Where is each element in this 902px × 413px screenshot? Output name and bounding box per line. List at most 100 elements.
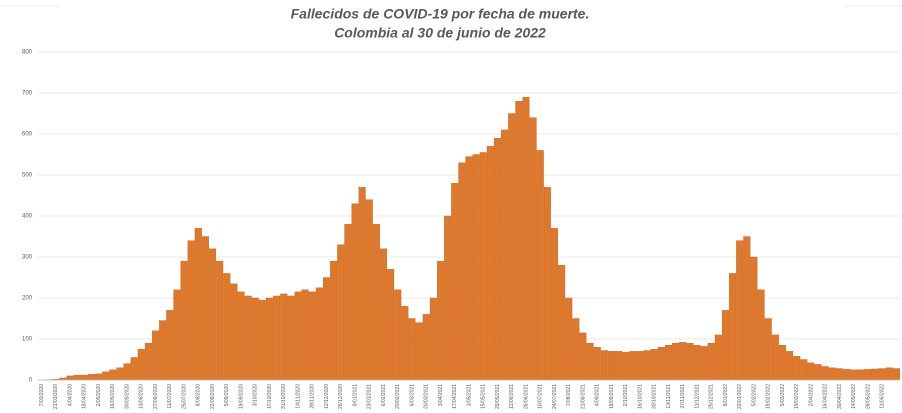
bar	[586, 342, 594, 381]
bar	[800, 359, 808, 381]
bar	[650, 349, 658, 381]
bar	[80, 374, 88, 381]
bar	[230, 283, 238, 381]
bar	[778, 344, 786, 381]
bar	[251, 297, 259, 381]
bar	[394, 289, 402, 381]
x-tick-label: 19/09/2020	[238, 384, 244, 409]
bar	[885, 367, 893, 381]
x-tick-label: 25/07/2020	[181, 384, 187, 409]
bar	[493, 137, 501, 381]
bar	[194, 228, 202, 381]
x-tick-label: 21/03/2020	[53, 384, 59, 409]
x-tick-label: 20/03/2021	[424, 384, 430, 409]
bar	[429, 297, 437, 381]
bar	[308, 291, 316, 381]
bar	[486, 146, 494, 381]
bar	[372, 224, 380, 381]
x-tick-label: 3/04/2021	[438, 384, 444, 406]
bar	[871, 368, 879, 381]
x-tick-label: 27/06/2020	[153, 384, 159, 409]
x-tick-label: 18/09/2021	[609, 384, 615, 409]
x-tick-label: 6/02/2021	[381, 384, 387, 406]
x-tick-label: 12/12/2020	[324, 384, 330, 409]
bar	[672, 342, 680, 381]
y-tick-label: 0	[29, 378, 33, 384]
bar	[465, 156, 473, 381]
bar	[144, 342, 152, 381]
bar	[615, 351, 623, 381]
x-tick-label: 28/05/2022	[865, 384, 871, 409]
bar	[593, 347, 601, 381]
bar	[408, 318, 416, 381]
bar	[415, 322, 423, 381]
x-tick-label: 27/11/2021	[680, 384, 686, 409]
bar	[757, 289, 765, 381]
x-tick-label: 31/10/2020	[281, 384, 287, 409]
bar	[558, 265, 566, 381]
bar	[280, 293, 288, 381]
bar	[422, 314, 430, 381]
x-tick-label: 17/04/2021	[452, 384, 458, 409]
bar	[216, 260, 224, 381]
bar	[159, 320, 167, 381]
bar	[515, 101, 523, 381]
x-tick-label: 19/03/2022	[794, 384, 800, 409]
x-tick-label: 4/04/2020	[67, 384, 73, 406]
bar	[244, 295, 252, 381]
x-tick-label: 8/01/2022	[723, 384, 729, 406]
x-tick-label: 13/11/2021	[666, 384, 672, 409]
bar	[565, 297, 573, 381]
x-tick-label: 2/04/2022	[808, 384, 814, 406]
x-tick-label: 11/12/2021	[694, 384, 700, 409]
bar	[572, 318, 580, 381]
bar	[337, 244, 345, 381]
bar	[657, 347, 665, 381]
bar	[287, 295, 295, 381]
bar	[707, 342, 715, 381]
x-tick-label: 19/02/2022	[766, 384, 772, 409]
bar	[508, 113, 516, 381]
x-tick-label: 16/10/2021	[637, 384, 643, 409]
bar	[116, 367, 124, 381]
y-tick-label: 800	[22, 50, 33, 56]
bar	[266, 297, 274, 381]
bar	[237, 291, 245, 381]
bar	[173, 289, 181, 381]
x-tick-label: 5/09/2020	[224, 384, 230, 406]
y-tick-label: 600	[22, 132, 33, 138]
bar	[878, 368, 886, 381]
x-tick-label: 21/08/2021	[580, 384, 586, 409]
bar	[102, 371, 110, 381]
bar	[365, 199, 373, 381]
bar	[664, 344, 672, 381]
y-tick-label: 700	[22, 91, 33, 97]
bar	[330, 260, 338, 381]
bar	[458, 162, 466, 381]
x-tick-label: 13/06/2020	[139, 384, 145, 409]
bar	[501, 129, 509, 381]
x-tick-label: 26/06/2021	[523, 384, 529, 409]
bar	[693, 344, 701, 381]
y-tick-label: 100	[22, 337, 33, 343]
x-tick-label: 16/05/2020	[110, 384, 116, 409]
x-tick-label: 7/03/2020	[39, 384, 45, 406]
x-tick-label: 16/04/2022	[823, 384, 829, 409]
x-tick-label: 30/05/2020	[124, 384, 130, 409]
y-tick-label: 200	[22, 296, 33, 302]
bar	[786, 351, 794, 381]
bar	[66, 375, 74, 381]
x-tick-label: 3/10/2020	[253, 384, 259, 406]
chart-subtitle: Colombia al 30 de junio de 2022	[334, 25, 546, 41]
bar	[736, 240, 744, 381]
bar	[273, 295, 281, 381]
x-tick-label: 14/11/2020	[295, 384, 301, 409]
bar	[550, 228, 558, 381]
bar	[629, 351, 637, 381]
bar	[686, 342, 694, 381]
x-tick-label: 4/09/2021	[595, 384, 601, 406]
x-tick-label: 2/05/2020	[96, 384, 102, 406]
bar	[607, 351, 615, 381]
bar	[850, 369, 858, 381]
x-tick-label: 1/05/2021	[466, 384, 472, 406]
